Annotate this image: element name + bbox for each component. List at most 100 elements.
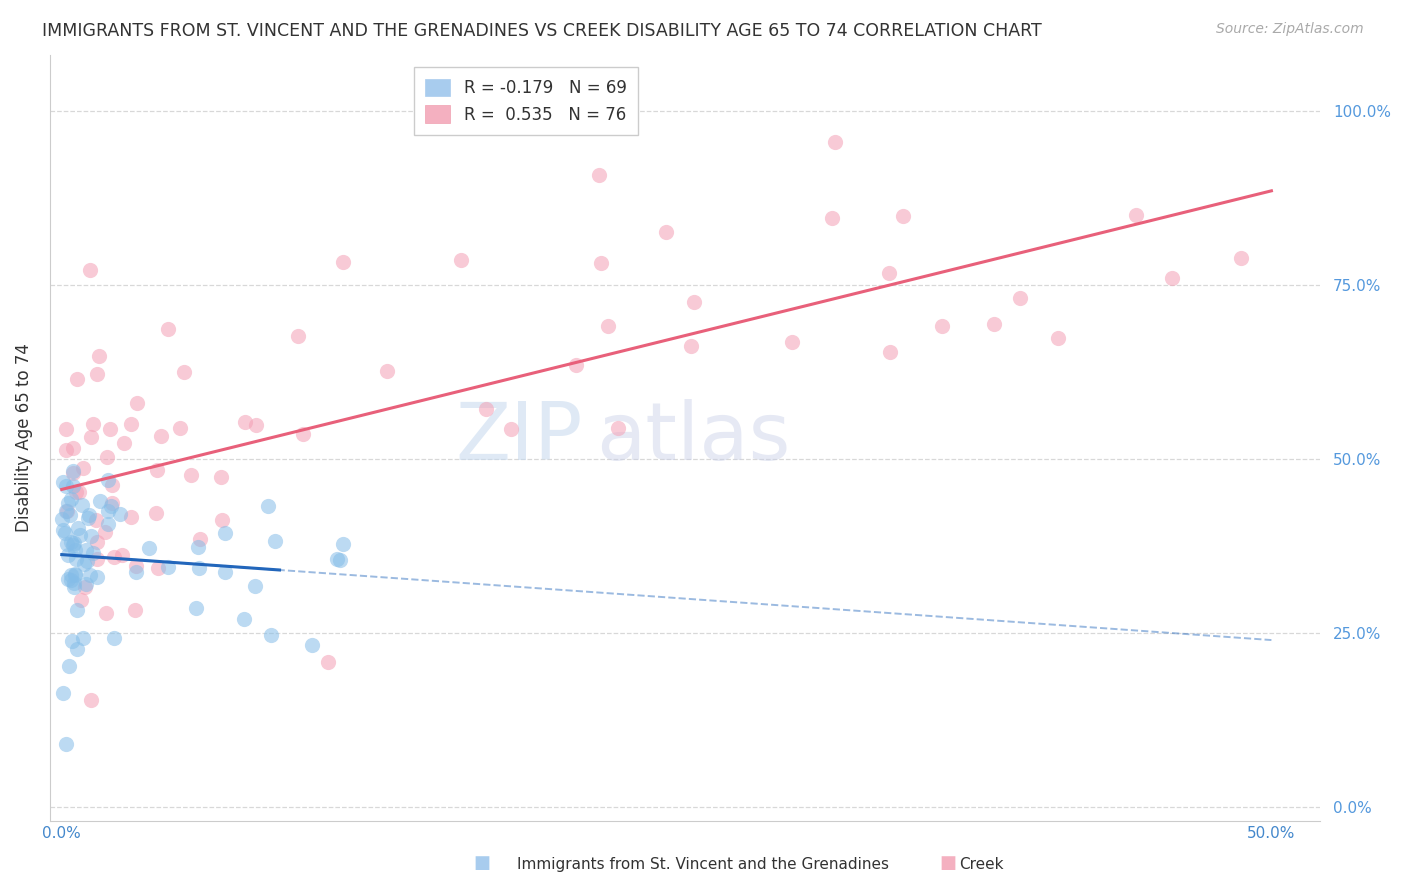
Point — [173, 365, 195, 379]
Point — [77, 508, 100, 522]
Point — [62, 441, 84, 455]
Point — [180, 467, 202, 482]
Point — [97, 504, 120, 518]
Point — [56, 504, 79, 518]
Point — [1229, 251, 1251, 265]
Point — [51, 512, 73, 526]
Point — [157, 560, 180, 574]
Point — [65, 484, 87, 499]
Point — [145, 463, 167, 477]
Point — [606, 421, 628, 435]
Point — [56, 548, 79, 562]
Point — [63, 542, 86, 557]
Point — [58, 659, 80, 673]
Point — [62, 467, 84, 481]
Point — [150, 428, 173, 442]
Point — [287, 328, 309, 343]
Point — [66, 602, 89, 616]
Point — [111, 549, 134, 563]
Point — [65, 566, 87, 581]
Point — [326, 552, 349, 566]
Point — [59, 508, 82, 523]
Point — [87, 349, 110, 363]
Text: IMMIGRANTS FROM ST. VINCENT AND THE GRENADINES VS CREEK DISABILITY AGE 65 TO 74 : IMMIGRANTS FROM ST. VINCENT AND THE GREN… — [42, 22, 1042, 40]
Point — [214, 526, 236, 541]
Point — [780, 334, 803, 349]
Point — [682, 294, 704, 309]
Point — [499, 422, 522, 436]
Point — [86, 552, 108, 566]
Point — [72, 461, 94, 475]
Point — [73, 580, 96, 594]
Point — [52, 475, 75, 489]
Point — [89, 493, 111, 508]
Point — [98, 421, 121, 435]
Point — [55, 503, 77, 517]
Point — [94, 606, 117, 620]
Point — [73, 558, 96, 572]
Point — [598, 319, 620, 334]
Point — [655, 225, 678, 239]
Point — [55, 737, 77, 751]
Point — [332, 537, 354, 551]
Point — [125, 559, 148, 574]
Point — [72, 498, 94, 512]
Text: ■: ■ — [939, 855, 956, 872]
Point — [188, 561, 211, 575]
Point — [120, 417, 142, 431]
Point — [86, 534, 108, 549]
Point — [588, 168, 610, 182]
Text: atlas: atlas — [596, 399, 790, 477]
Point — [169, 421, 191, 435]
Point — [591, 255, 613, 269]
Point — [79, 567, 101, 582]
Point — [60, 634, 83, 648]
Point — [55, 479, 77, 493]
Point — [63, 567, 86, 582]
Point — [79, 263, 101, 277]
Point — [77, 510, 100, 524]
Text: Source: ZipAtlas.com: Source: ZipAtlas.com — [1216, 22, 1364, 37]
Point — [69, 528, 91, 542]
Point — [55, 443, 77, 458]
Point — [103, 631, 125, 645]
Point — [475, 402, 498, 417]
Point — [292, 427, 315, 442]
Point — [112, 436, 135, 450]
Point — [52, 686, 75, 700]
Point — [75, 577, 97, 591]
Point — [824, 135, 846, 149]
Point — [214, 566, 236, 580]
Point — [103, 549, 125, 564]
Point — [96, 450, 118, 464]
Point — [59, 492, 82, 507]
Point — [80, 529, 103, 543]
Text: ■: ■ — [474, 855, 491, 872]
Point — [156, 322, 179, 336]
Point — [100, 500, 122, 514]
Point — [60, 574, 83, 588]
Point — [821, 211, 844, 226]
Point — [56, 536, 79, 550]
Point — [1161, 270, 1184, 285]
Point — [318, 655, 340, 669]
Point — [53, 526, 76, 541]
Point — [62, 538, 84, 552]
Point — [75, 542, 97, 557]
Point — [120, 510, 142, 524]
Point — [1047, 331, 1070, 345]
Point — [76, 554, 98, 568]
Point — [124, 565, 146, 579]
Point — [879, 345, 901, 359]
Point — [65, 372, 87, 386]
Point — [79, 430, 101, 444]
Text: ZIP: ZIP — [456, 399, 583, 477]
Point — [188, 532, 211, 546]
Point — [66, 642, 89, 657]
Point — [80, 693, 103, 707]
Point — [329, 553, 352, 567]
Point — [138, 541, 160, 555]
Point — [211, 513, 233, 527]
Point — [209, 470, 232, 484]
Point — [332, 254, 354, 268]
